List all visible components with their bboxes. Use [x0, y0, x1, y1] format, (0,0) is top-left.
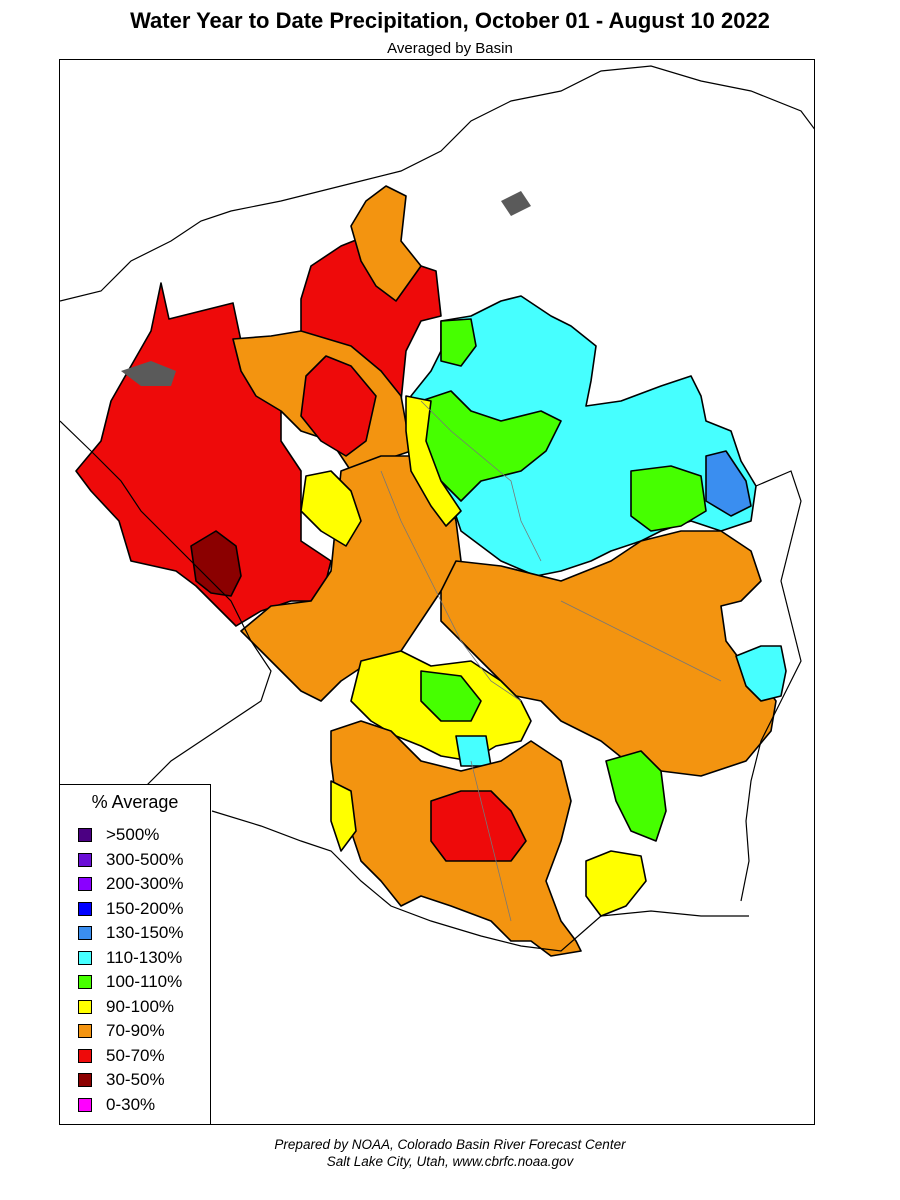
legend: % Average >500% 300-500% 200-300% 150-200% 1…	[59, 784, 211, 1125]
legend-item: 200-300%	[78, 872, 184, 897]
legend-label: 150-200%	[106, 898, 184, 918]
basin-region-interior-red	[300, 355, 377, 457]
legend-swatch	[78, 828, 92, 843]
river-line-3	[560, 600, 722, 682]
legend-swatch	[78, 950, 92, 965]
legend-item: 30-50%	[78, 1068, 184, 1093]
river-line-2	[380, 470, 522, 702]
basin-region-central-yellow	[300, 470, 362, 547]
legend-label: 100-110%	[106, 972, 183, 992]
river-line-1	[420, 400, 542, 562]
legend-label: 50-70%	[106, 1045, 165, 1065]
basin-region-green-c	[440, 318, 477, 367]
legend-swatch	[78, 1097, 92, 1112]
legend-label: 300-500%	[106, 849, 184, 869]
legend-swatch	[78, 901, 92, 916]
legend-swatch	[78, 1048, 92, 1063]
legend-swatch	[78, 1073, 92, 1088]
footer-line-2: Salt Lake City, Utah, www.cbrfc.noaa.gov	[326, 1154, 574, 1169]
map-subtitle: Averaged by Basin	[387, 40, 513, 57]
legend-item: 130-150%	[78, 921, 184, 946]
legend-label: >500%	[106, 825, 160, 845]
basin-region-east-green	[605, 750, 667, 842]
legend-item: 110-130%	[78, 946, 184, 971]
legend-label: 90-100%	[106, 996, 175, 1016]
legend-swatch	[78, 852, 92, 867]
basin-region-east-cyan	[735, 645, 787, 702]
outline-north	[60, 65, 814, 302]
legend-item: 150-200%	[78, 897, 184, 922]
legend-swatch	[78, 926, 92, 941]
legend-swatch	[78, 877, 92, 892]
footer: Prepared by NOAA, Colorado Basin River F…	[0, 1136, 900, 1170]
legend-swatch	[78, 999, 92, 1014]
legend-item: 0-30%	[78, 1093, 184, 1118]
legend-item: 100-110%	[78, 970, 184, 995]
basin-region-lower-yellow	[585, 850, 647, 917]
map-title: Water Year to Date Precipitation, Octobe…	[130, 8, 770, 33]
basin-region-lc-green	[420, 670, 482, 722]
outline-south	[211, 810, 749, 952]
legend-item: 300-500%	[78, 848, 184, 873]
legend-label: 130-150%	[106, 923, 184, 943]
legend-swatch	[78, 1024, 92, 1039]
legend-label: 200-300%	[106, 874, 184, 894]
basin-region-darkred	[190, 530, 242, 597]
river-line-4	[470, 760, 512, 922]
basin-region-lc-cyan	[455, 735, 492, 767]
legend-label: 70-90%	[106, 1021, 165, 1041]
basin-region-north-orange	[350, 185, 422, 302]
legend-title: % Average	[91, 792, 179, 812]
legend-item: >500%	[78, 823, 184, 848]
basin-region-yellow-band	[405, 395, 462, 527]
footer-line-1: Prepared by NOAA, Colorado Basin River F…	[274, 1137, 626, 1152]
basin-region-blue	[705, 450, 752, 517]
legend-label: 30-50%	[106, 1070, 165, 1090]
great-salt-lake	[121, 361, 176, 386]
legend-list: >500% 300-500% 200-300% 150-200% 130-150% 110…	[78, 823, 184, 1117]
legend-label: 0-30%	[106, 1094, 156, 1114]
lake-powell	[501, 191, 531, 216]
legend-item: 70-90%	[78, 1019, 184, 1044]
basin-region-yellow-east	[330, 780, 357, 852]
outline-west	[60, 420, 272, 802]
basin-region-green-b	[630, 465, 707, 532]
legend-label: 110-130%	[106, 947, 183, 967]
legend-swatch	[78, 975, 92, 990]
outline-east	[740, 470, 802, 902]
basin-map	[60, 65, 814, 957]
legend-item: 50-70%	[78, 1044, 184, 1069]
legend-item: 90-100%	[78, 995, 184, 1020]
basin-region-lower-red	[430, 790, 527, 862]
